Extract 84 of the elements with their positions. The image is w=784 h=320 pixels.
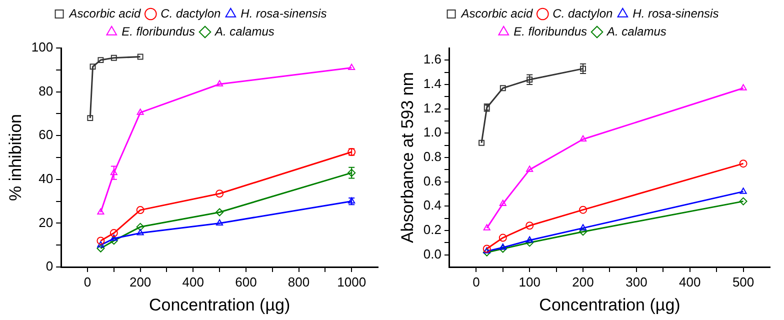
y-axis-title: Absorbance at 593 nm: [398, 72, 417, 244]
point: [483, 224, 490, 230]
point: [526, 236, 534, 242]
point: [739, 160, 748, 168]
legend-label: A. calamus: [606, 24, 666, 38]
legend-label: Ascorbic acid: [68, 6, 141, 20]
x-tick-label: 100: [518, 274, 540, 290]
legend-label: C. dactylon: [552, 6, 614, 20]
point: [110, 229, 118, 238]
point: [136, 108, 144, 115]
point: [483, 247, 490, 254]
point: [579, 135, 587, 142]
point: [499, 200, 506, 206]
x-tick-label: 600: [235, 274, 257, 290]
x-tick-label: 400: [182, 274, 204, 290]
y-tick-label: 0.8: [423, 149, 442, 164]
x-tick-label: 200: [572, 274, 594, 290]
y-tick-label: 100: [31, 40, 54, 55]
legend-label: A. calamus: [214, 24, 274, 38]
y-tick-label: 60: [38, 127, 54, 142]
y-tick-label: 80: [38, 83, 54, 98]
y-axis-title: % inhibition: [6, 114, 25, 201]
point: [740, 188, 747, 194]
point: [136, 229, 144, 236]
point: [216, 80, 224, 86]
x-tick-label: 800: [288, 274, 310, 290]
point: [136, 206, 144, 214]
point: [110, 236, 118, 245]
point: [96, 236, 105, 245]
x-axis-title: Concentration (µg): [148, 295, 290, 314]
point: [526, 238, 534, 247]
x-tick-label: 500: [732, 274, 754, 290]
point: [348, 168, 356, 177]
y-tick-label: 0.2: [423, 222, 442, 238]
y-tick-label: 1.6: [423, 52, 442, 67]
point: [740, 84, 747, 90]
point: [526, 222, 534, 230]
point: [482, 248, 491, 256]
point: [98, 57, 104, 64]
point: [739, 197, 748, 206]
point: [499, 244, 506, 250]
y-tick-label: 0.6: [423, 173, 442, 188]
y-tick-label: 20: [38, 214, 54, 230]
point: [579, 228, 588, 236]
point: [579, 206, 588, 214]
point: [110, 168, 118, 176]
legend-label: Ascorbic acid: [460, 6, 533, 20]
legend-label: H. rosa-sinensis: [632, 6, 719, 20]
x-tick-label: 400: [679, 274, 701, 290]
legend-label: E. floribundus: [122, 24, 196, 38]
y-tick-label: 0: [46, 258, 54, 274]
x-tick-label: 200: [129, 274, 152, 290]
point: [498, 234, 507, 242]
point: [110, 234, 118, 241]
point: [216, 219, 224, 226]
x-tick-label: 300: [626, 274, 648, 290]
point: [526, 166, 534, 172]
y-tick-label: 40: [38, 170, 54, 186]
y-tick-label: 1.0: [423, 124, 442, 140]
legend-label: C. dactylon: [160, 6, 222, 20]
point: [216, 190, 224, 198]
y-tick-label: 1.2: [423, 100, 442, 116]
point: [87, 115, 94, 122]
y-tick-label: 0.0: [423, 246, 442, 262]
point: [90, 64, 96, 70]
point: [97, 241, 104, 248]
x-tick-label: 0: [472, 274, 480, 290]
point: [110, 54, 117, 61]
point: [348, 64, 356, 70]
x-tick-label: 1000: [337, 274, 366, 290]
point: [96, 244, 105, 252]
point: [137, 54, 144, 60]
y-tick-label: 0.4: [423, 198, 442, 213]
legend-label: E. floribundus: [514, 24, 588, 38]
x-tick-label: 0: [84, 274, 92, 290]
legend-label: H. rosa-sinensis: [240, 6, 327, 20]
point: [500, 85, 506, 92]
point: [478, 140, 484, 146]
point: [216, 208, 224, 216]
y-tick-label: 1.4: [423, 76, 442, 92]
point: [97, 208, 104, 214]
x-axis-title: Concentration (µg): [539, 295, 680, 314]
point: [136, 222, 144, 231]
point: [579, 224, 587, 230]
